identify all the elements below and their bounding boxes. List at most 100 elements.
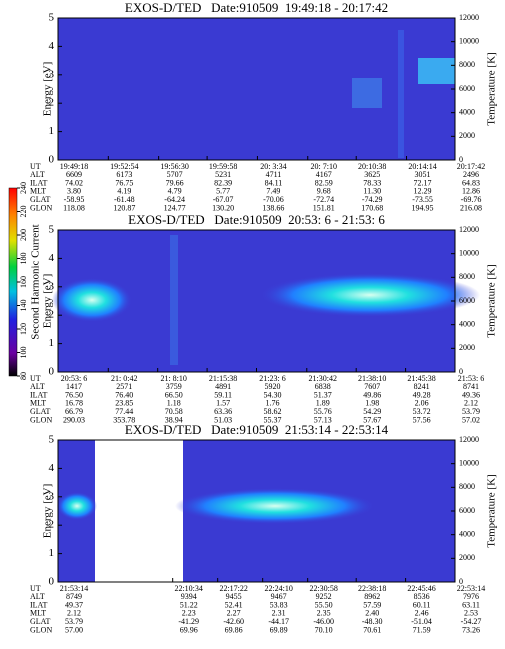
ephemeris-value: 22:53:14 bbox=[457, 584, 485, 593]
ephemeris-value: 12.29 bbox=[414, 187, 432, 196]
ephemeris-value: 19:49:18 bbox=[60, 162, 88, 171]
ephemeris-value: 22:45:46 bbox=[407, 584, 435, 593]
ephemeris-value: 170.68 bbox=[361, 203, 383, 212]
ephemeris-value: 2496 bbox=[463, 170, 479, 179]
ephemeris-value: 49.37 bbox=[65, 600, 83, 609]
ephemeris-value: 3051 bbox=[415, 170, 431, 179]
ephemeris-value: 118.08 bbox=[63, 203, 85, 212]
ephemeris-value: 22:17:22 bbox=[219, 584, 247, 593]
ephemeris-label: ILAT bbox=[30, 178, 47, 187]
ephemeris-value: 5707 bbox=[167, 170, 183, 179]
ephemeris-label: GLAT bbox=[30, 617, 51, 626]
ephemeris-value: 4.19 bbox=[117, 187, 131, 196]
ephemeris-value: 7.49 bbox=[266, 187, 280, 196]
y-tick-label: 0 bbox=[49, 366, 55, 378]
ephemeris-value: 55.76 bbox=[314, 407, 332, 416]
ephemeris-value: 79.66 bbox=[166, 178, 184, 187]
y-tick-label: 4 bbox=[49, 462, 55, 474]
ephemeris-value: 2.31 bbox=[272, 609, 286, 618]
ephemeris-value: 63.36 bbox=[214, 407, 232, 416]
ephemeris-value: 76.40 bbox=[115, 390, 133, 399]
ephemeris-value: 9455 bbox=[226, 592, 242, 601]
ephemeris-value: 57.02 bbox=[462, 415, 480, 424]
ephemeris-value: -74.29 bbox=[362, 195, 383, 204]
ephemeris-value: 22:24:10 bbox=[264, 584, 292, 593]
ephemeris-value: 138.66 bbox=[262, 203, 284, 212]
ephemeris-label: UT bbox=[30, 584, 41, 593]
ephemeris-value: 55.50 bbox=[315, 600, 333, 609]
colorbar-tick-label: 180 bbox=[19, 253, 28, 265]
ephemeris-value: 21:15:38 bbox=[209, 374, 237, 383]
ephemeris-value: 49.86 bbox=[363, 390, 381, 399]
ephemeris-value: -42.60 bbox=[223, 617, 244, 626]
ephemeris-label: GLON bbox=[30, 625, 52, 634]
ephemeris-value: 77.44 bbox=[115, 407, 133, 416]
ephemeris-value: 20:14:14 bbox=[408, 162, 436, 171]
ephemeris-value: 2.27 bbox=[227, 609, 241, 618]
ephemeris-value: -51.04 bbox=[411, 617, 432, 626]
ephemeris-value: 58.62 bbox=[264, 407, 282, 416]
ephemeris-value: 64.83 bbox=[462, 178, 480, 187]
chart-title: EXOS-D/TED Date:910509 20:53: 6 - 21:53:… bbox=[128, 212, 385, 227]
y2-tick-label: 8000 bbox=[459, 272, 475, 281]
ephemeris-value: 20:53: 6 bbox=[61, 374, 87, 383]
ephemeris-value: -44.17 bbox=[268, 617, 289, 626]
ephemeris-value: 21: 0:42 bbox=[111, 374, 137, 383]
ephemeris-value: 2571 bbox=[116, 382, 132, 391]
ephemeris-value: 8962 bbox=[364, 592, 380, 601]
y2-tick-label: 0 bbox=[459, 577, 463, 586]
ephemeris-value: 21:38:10 bbox=[358, 374, 386, 383]
ephemeris-value: -67.07 bbox=[213, 195, 234, 204]
ephemeris-value: 130.20 bbox=[212, 203, 234, 212]
ephemeris-value: 20:17:42 bbox=[457, 162, 485, 171]
ephemeris-value: 1.89 bbox=[316, 399, 330, 408]
y-tick-label: 2 bbox=[49, 309, 55, 321]
ephemeris-label: ILAT bbox=[30, 390, 47, 399]
ephemeris-value: 21:53:14 bbox=[60, 584, 88, 593]
ephemeris-value: 151.81 bbox=[313, 203, 335, 212]
ephemeris-label: MLT bbox=[30, 609, 46, 618]
ephemeris-value: 1.18 bbox=[167, 399, 181, 408]
y-tick-label: 0 bbox=[49, 154, 55, 166]
ephemeris-value: 9252 bbox=[316, 592, 332, 601]
ephemeris-value: 53.79 bbox=[65, 617, 83, 626]
ephemeris-value: 120.87 bbox=[113, 203, 135, 212]
ephemeris-value: 6838 bbox=[315, 382, 331, 391]
ephemeris-value: 69.86 bbox=[225, 625, 243, 634]
y-tick-label: 5 bbox=[49, 224, 55, 236]
y2-tick-label: 0 bbox=[459, 155, 463, 164]
y2-tick-label: 10000 bbox=[459, 36, 479, 45]
ephemeris-value: 63.11 bbox=[462, 600, 480, 609]
ephemeris-value: 82.59 bbox=[315, 178, 333, 187]
ephemeris-value: 2.46 bbox=[415, 609, 429, 618]
ephemeris-value: 72.17 bbox=[414, 178, 432, 187]
y-axis-label: Energy [eV] bbox=[42, 484, 54, 538]
ephemeris-label: ALT bbox=[30, 382, 45, 391]
y2-tick-label: 4000 bbox=[459, 107, 475, 116]
y2-tick-label: 8000 bbox=[459, 482, 475, 491]
colorbar-tick-label: 240 bbox=[19, 182, 28, 194]
ephemeris-label: GLAT bbox=[30, 195, 51, 204]
ephemeris-value: 3.80 bbox=[67, 187, 81, 196]
ephemeris-value: 54.30 bbox=[264, 390, 282, 399]
y-tick-label: 4 bbox=[49, 40, 55, 52]
ephemeris-value: 19:59:58 bbox=[209, 162, 237, 171]
ephemeris-value: 19:56:30 bbox=[160, 162, 188, 171]
y-tick-label: 5 bbox=[49, 434, 55, 446]
ephemeris-value: 6609 bbox=[66, 170, 82, 179]
ephemeris-value: 78.33 bbox=[363, 178, 381, 187]
y-tick-label: 1 bbox=[49, 547, 55, 559]
y-tick-label: 2 bbox=[49, 519, 55, 531]
colorbar-tick-label: 100 bbox=[19, 347, 28, 359]
colorbar-tick-label: 160 bbox=[19, 276, 28, 288]
ephemeris-value: 54.29 bbox=[363, 407, 381, 416]
y-tick-label: 0 bbox=[49, 576, 55, 588]
ephemeris-value: 8241 bbox=[414, 382, 430, 391]
ephemeris-value: 8741 bbox=[463, 382, 479, 391]
y-tick-label: 3 bbox=[49, 68, 55, 80]
y2-tick-label: 12000 bbox=[459, 225, 479, 234]
ephemeris-value: 9467 bbox=[271, 592, 287, 601]
ephemeris-value: 5231 bbox=[215, 170, 231, 179]
ephemeris-label: UT bbox=[30, 162, 41, 171]
